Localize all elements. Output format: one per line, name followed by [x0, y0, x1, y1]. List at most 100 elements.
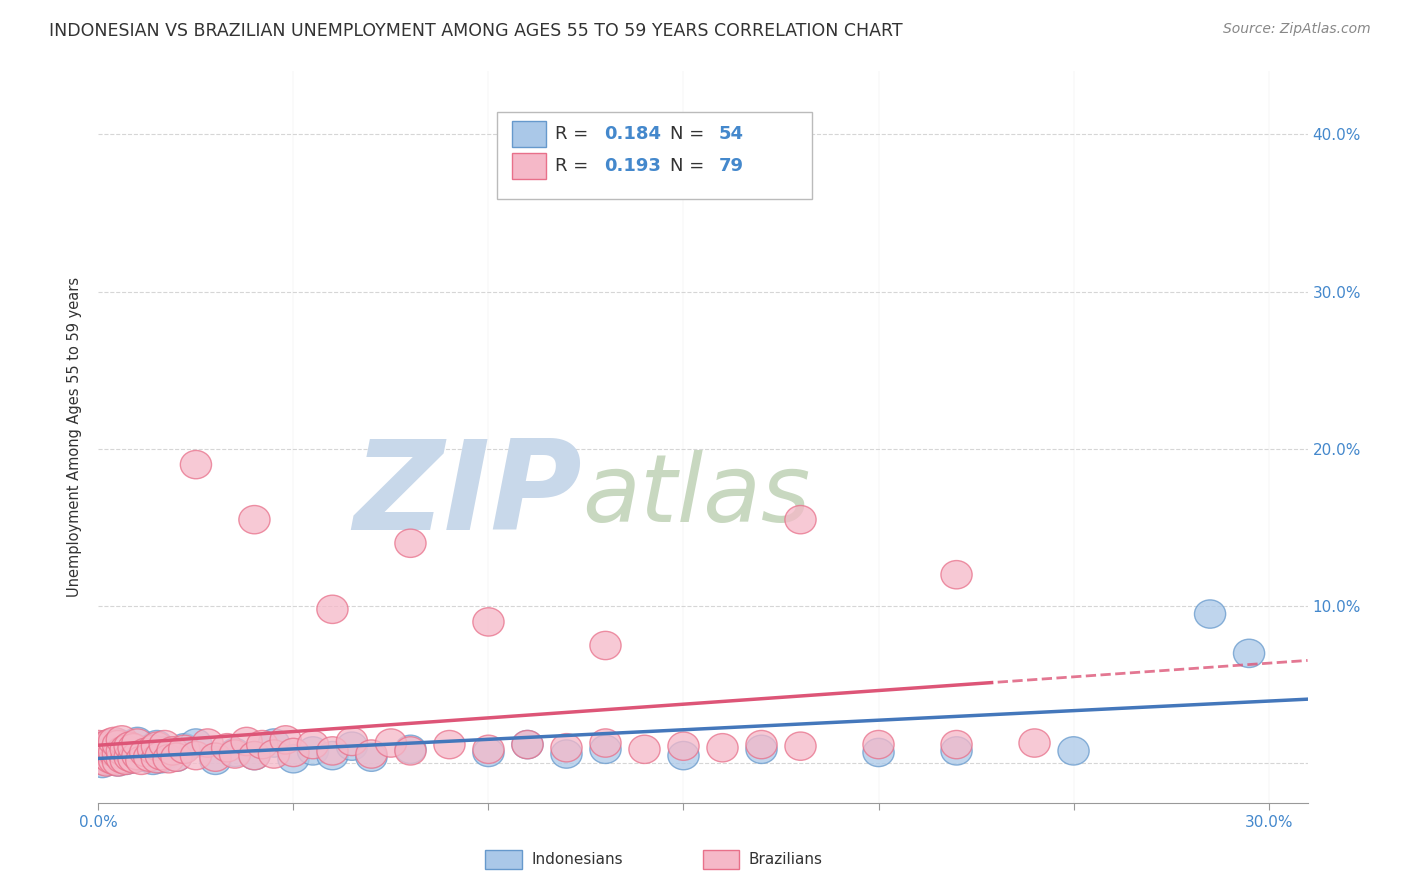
Ellipse shape	[98, 743, 129, 772]
Ellipse shape	[103, 747, 134, 776]
Ellipse shape	[200, 747, 231, 774]
Ellipse shape	[103, 731, 134, 759]
Text: ZIP: ZIP	[353, 435, 582, 556]
Ellipse shape	[551, 739, 582, 768]
Y-axis label: Unemployment Among Ages 55 to 59 years: Unemployment Among Ages 55 to 59 years	[67, 277, 83, 597]
Text: 0.193: 0.193	[603, 157, 661, 175]
Ellipse shape	[107, 745, 138, 772]
Ellipse shape	[90, 733, 122, 762]
Ellipse shape	[472, 739, 505, 766]
Text: Brazilians: Brazilians	[749, 852, 823, 867]
Text: Source: ZipAtlas.com: Source: ZipAtlas.com	[1223, 22, 1371, 37]
Ellipse shape	[122, 727, 153, 756]
Ellipse shape	[785, 732, 815, 760]
Ellipse shape	[591, 632, 621, 660]
Ellipse shape	[83, 741, 114, 770]
Ellipse shape	[149, 731, 180, 759]
Ellipse shape	[395, 737, 426, 765]
Ellipse shape	[122, 741, 153, 770]
Ellipse shape	[110, 735, 142, 764]
Ellipse shape	[785, 506, 815, 533]
Ellipse shape	[87, 741, 118, 770]
Ellipse shape	[668, 741, 699, 770]
Ellipse shape	[231, 727, 263, 756]
Ellipse shape	[863, 731, 894, 759]
Ellipse shape	[98, 727, 129, 756]
Ellipse shape	[107, 745, 138, 772]
Ellipse shape	[193, 729, 224, 757]
FancyBboxPatch shape	[512, 121, 546, 146]
FancyBboxPatch shape	[485, 850, 522, 869]
Ellipse shape	[118, 733, 149, 762]
Ellipse shape	[747, 731, 778, 759]
Ellipse shape	[863, 739, 894, 766]
Ellipse shape	[169, 735, 200, 764]
Ellipse shape	[83, 731, 114, 759]
Ellipse shape	[512, 731, 543, 759]
Ellipse shape	[142, 731, 173, 759]
Text: 0.184: 0.184	[603, 125, 661, 143]
Text: 54: 54	[718, 125, 744, 143]
Ellipse shape	[114, 732, 145, 760]
Ellipse shape	[153, 739, 184, 768]
Ellipse shape	[1057, 737, 1090, 765]
Ellipse shape	[375, 729, 406, 757]
Ellipse shape	[239, 741, 270, 770]
Ellipse shape	[219, 739, 250, 766]
Ellipse shape	[259, 739, 290, 768]
Ellipse shape	[90, 747, 122, 776]
Ellipse shape	[129, 739, 160, 766]
Ellipse shape	[94, 737, 125, 765]
Ellipse shape	[153, 745, 184, 772]
Ellipse shape	[160, 743, 193, 772]
FancyBboxPatch shape	[498, 112, 811, 200]
Text: atlas: atlas	[582, 450, 810, 541]
Ellipse shape	[122, 729, 153, 757]
Ellipse shape	[83, 733, 114, 762]
Ellipse shape	[90, 731, 122, 759]
Ellipse shape	[98, 747, 129, 774]
Ellipse shape	[941, 560, 972, 589]
Ellipse shape	[107, 726, 138, 754]
Ellipse shape	[434, 731, 465, 759]
Ellipse shape	[316, 737, 349, 765]
Ellipse shape	[239, 741, 270, 770]
Ellipse shape	[1019, 729, 1050, 757]
Ellipse shape	[160, 743, 193, 772]
Ellipse shape	[87, 749, 118, 778]
Ellipse shape	[129, 743, 160, 772]
Ellipse shape	[297, 737, 329, 765]
Ellipse shape	[941, 731, 972, 759]
Ellipse shape	[118, 745, 149, 772]
Ellipse shape	[114, 741, 145, 770]
Text: Indonesians: Indonesians	[531, 852, 623, 867]
Ellipse shape	[356, 743, 387, 772]
Ellipse shape	[297, 731, 329, 759]
Ellipse shape	[591, 729, 621, 757]
Ellipse shape	[149, 737, 180, 765]
Ellipse shape	[316, 595, 349, 624]
Text: R =: R =	[555, 157, 595, 175]
Ellipse shape	[211, 733, 243, 762]
Ellipse shape	[180, 741, 211, 770]
Ellipse shape	[87, 732, 118, 760]
Ellipse shape	[98, 733, 129, 762]
Ellipse shape	[472, 735, 505, 764]
Ellipse shape	[142, 741, 173, 770]
Ellipse shape	[180, 450, 211, 479]
Ellipse shape	[219, 739, 250, 768]
Text: N =: N =	[671, 125, 710, 143]
Ellipse shape	[83, 745, 114, 772]
Ellipse shape	[1195, 600, 1226, 628]
Ellipse shape	[125, 747, 157, 774]
Ellipse shape	[138, 735, 169, 764]
Ellipse shape	[145, 745, 176, 772]
FancyBboxPatch shape	[703, 850, 740, 869]
Ellipse shape	[110, 747, 142, 774]
Ellipse shape	[94, 729, 125, 757]
Text: N =: N =	[671, 157, 710, 175]
Ellipse shape	[512, 731, 543, 759]
Ellipse shape	[278, 745, 309, 772]
Ellipse shape	[94, 745, 125, 772]
Ellipse shape	[98, 739, 129, 766]
